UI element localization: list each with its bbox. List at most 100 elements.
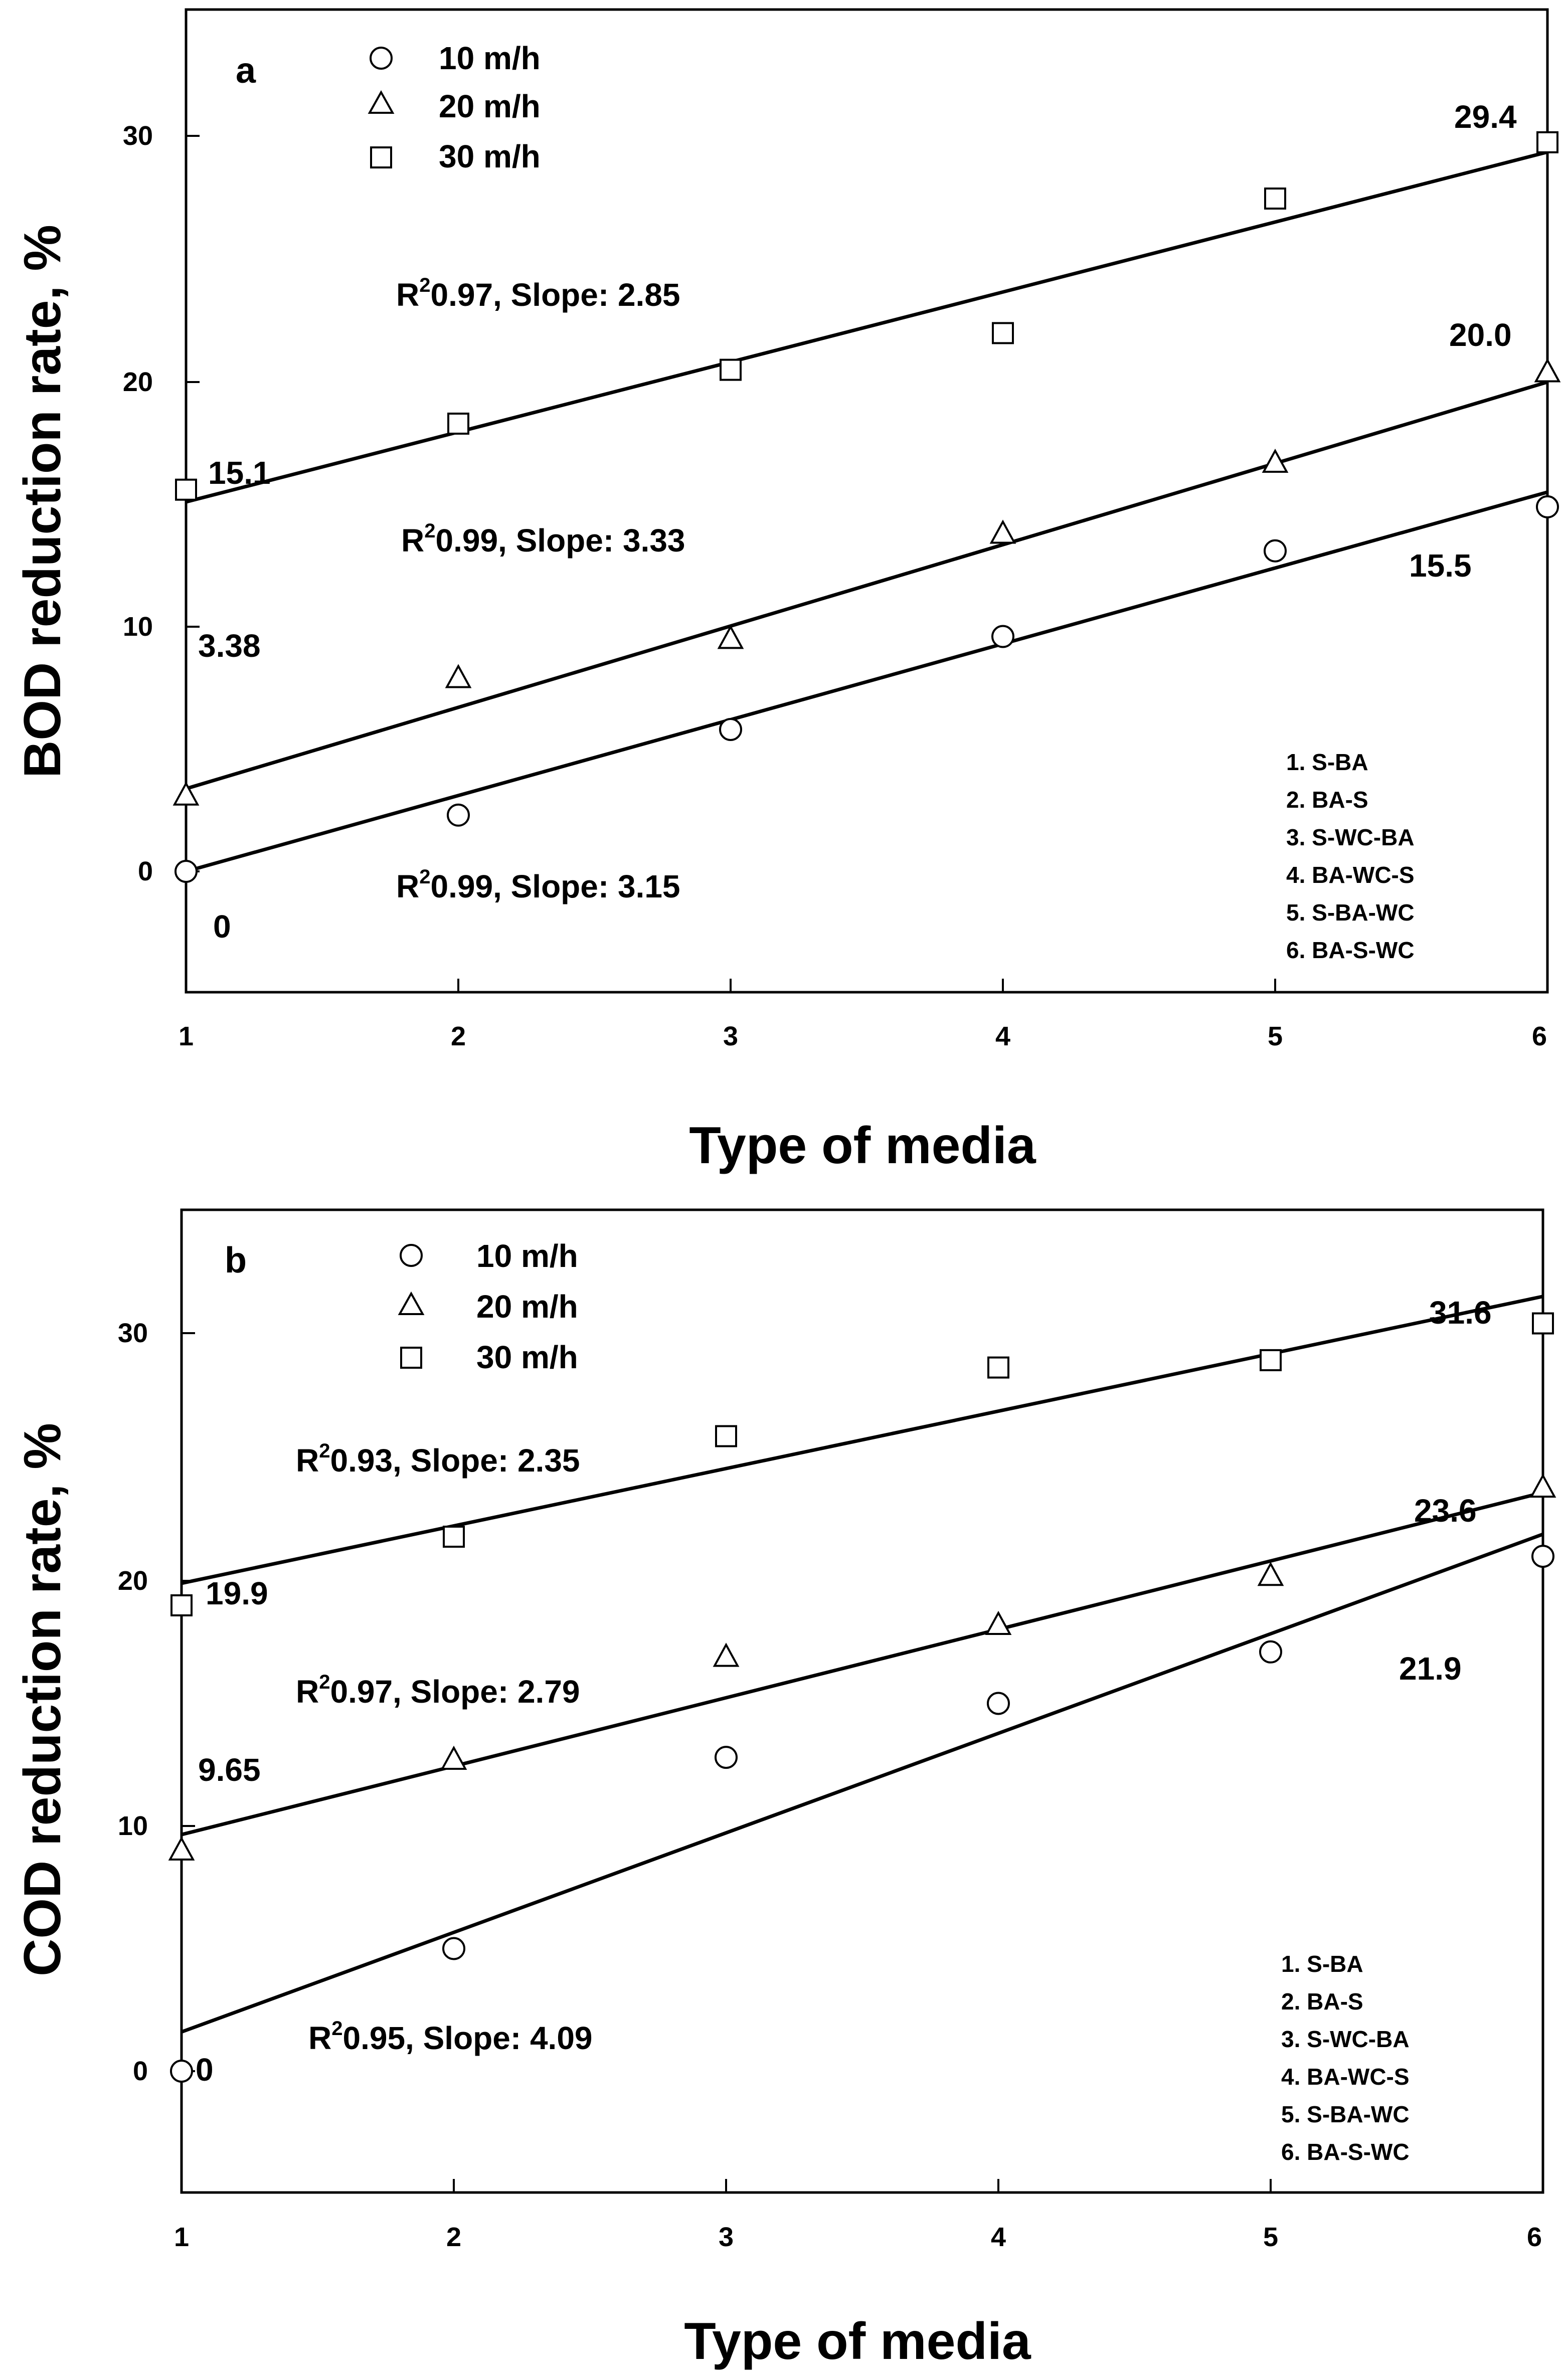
x-tick-label: 1	[179, 1021, 194, 1051]
data-point-10mh	[991, 625, 1014, 648]
annotation-end-20mh: 23.6	[1414, 1493, 1477, 1529]
fit-line-10mh	[181, 1532, 1544, 2034]
media-item: 4. BA-WC-S	[1281, 2064, 1410, 2090]
x-tick-label: 3	[723, 1021, 738, 1051]
x-tick-label: 2	[451, 1021, 466, 1051]
x-tick-label: 2	[446, 2222, 461, 2252]
data-point-10mh	[719, 717, 742, 741]
data-point-20mh	[985, 1610, 1012, 1635]
legend-label-10mh: 10 m/h	[439, 40, 541, 76]
fit-line-10mh	[186, 490, 1548, 873]
media-list-a: 1. S-BA 2. BA-S 3. S-WC-BA 4. BA-WC-S 5.…	[1286, 749, 1415, 963]
annotation-end-10mh: 15.5	[1409, 547, 1472, 584]
x-ticks-b: 1 2 3 4 5 6	[174, 2179, 1544, 2252]
data-point-10mh	[175, 860, 198, 883]
data-point-20mh	[1262, 448, 1289, 473]
y-ticks-a: 0 10 20 30	[123, 121, 200, 886]
media-item: 6. BA-S-WC	[1286, 937, 1415, 963]
data-point-20mh	[1529, 1474, 1556, 1498]
x-tick-label: 5	[1268, 1021, 1283, 1051]
data-point-10mh	[1531, 1545, 1554, 1568]
data-point-30mh	[992, 322, 1014, 344]
plot-frame-b	[180, 1208, 1544, 2194]
legend-label-20mh: 20 m/h	[476, 1289, 578, 1325]
y-tick-label: 10	[123, 612, 153, 642]
data-point-30mh	[1264, 188, 1286, 210]
x-axis-title-b: Type of media	[684, 2312, 1031, 2370]
data-point-30mh	[1536, 131, 1558, 153]
media-item: 2. BA-S	[1281, 1988, 1363, 2015]
data-point-30mh	[715, 1425, 737, 1447]
media-item: 1. S-BA	[1286, 749, 1368, 775]
annotation-intercept-30mh: 15.1	[208, 455, 271, 491]
fit-label-30mh: R20.97, Slope: 2.85	[396, 274, 680, 313]
data-point-30mh	[443, 1525, 465, 1548]
data-point-20mh	[440, 1745, 467, 1770]
legend-b: 10 m/h 20 m/h 30 m/h	[398, 1238, 578, 1375]
x-tick-label: 6	[1527, 2222, 1542, 2252]
panel-label-a: a	[236, 51, 256, 91]
legend-marker-circle	[400, 1244, 423, 1267]
data-point-10mh	[1259, 1640, 1282, 1664]
legend-label-30mh: 30 m/h	[476, 1339, 578, 1375]
fit-label-20mh: R20.97, Slope: 2.79	[296, 1671, 580, 1710]
fit-line-30mh	[186, 150, 1548, 504]
legend-marker-circle	[370, 47, 393, 70]
data-point-30mh	[1260, 1349, 1282, 1371]
fit-label-30mh: R20.93, Slope: 2.35	[296, 1440, 580, 1479]
y-tick-label: 30	[118, 1318, 148, 1348]
x-ticks-a: 1 2 3 4 5 6	[179, 979, 1548, 1051]
y-ticks-b: 0 10 20 30	[118, 1318, 195, 2086]
data-point-10mh	[987, 1692, 1010, 1715]
x-tick-label: 4	[995, 1021, 1010, 1051]
y-tick-label: 20	[118, 1566, 148, 1596]
y-tick-label: 20	[123, 367, 153, 397]
data-marks-a	[172, 131, 1561, 883]
annotation-end-30mh: 29.4	[1454, 99, 1517, 135]
media-list-b: 1. S-BA 2. BA-S 3. S-WC-BA 4. BA-WC-S 5.…	[1281, 1951, 1410, 2165]
data-point-20mh	[172, 781, 200, 806]
fit-line-20mh	[185, 380, 1548, 791]
annotation-intercept-20mh: 3.38	[198, 628, 261, 664]
x-tick-label: 3	[719, 2222, 734, 2252]
annotation-end-30mh: 31.6	[1429, 1295, 1492, 1331]
data-point-20mh	[713, 1642, 740, 1667]
media-item: 5. S-BA-WC	[1286, 899, 1415, 926]
legend-label-10mh: 10 m/h	[476, 1238, 578, 1274]
media-item: 2. BA-S	[1286, 787, 1368, 813]
data-marks-b	[168, 1295, 1556, 2083]
data-point-30mh	[987, 1356, 1009, 1379]
media-item: 4. BA-WC-S	[1286, 862, 1415, 888]
annotation-intercept-30mh: 19.9	[206, 1575, 268, 1611]
data-point-10mh	[442, 1937, 465, 1960]
media-item: 3. S-WC-BA	[1281, 2026, 1410, 2052]
media-item: 5. S-BA-WC	[1281, 2101, 1410, 2127]
fit-label-10mh: R20.95, Slope: 4.09	[308, 2018, 593, 2056]
annotation-intercept-10mh: 0	[196, 2052, 214, 2088]
legend-marker-square	[370, 146, 392, 168]
y-tick-label: 30	[123, 121, 153, 151]
data-point-30mh	[1532, 1312, 1554, 1335]
x-tick-label: 5	[1263, 2222, 1278, 2252]
annotation-intercept-10mh: 0	[213, 908, 231, 945]
legend-marker-square	[400, 1347, 422, 1369]
data-point-30mh	[720, 358, 742, 381]
panel-label-b: b	[225, 1240, 247, 1280]
annotation-end-20mh: 20.0	[1449, 317, 1512, 353]
data-point-30mh	[170, 1594, 193, 1616]
data-point-10mh	[1264, 539, 1287, 563]
data-point-10mh	[1536, 495, 1559, 518]
media-item: 1. S-BA	[1281, 1951, 1363, 1977]
x-tick-label: 4	[991, 2222, 1006, 2252]
panel-b: b 10 m/h 20 m/h 30 m/h 0 10 20 30	[14, 1208, 1556, 2370]
y-tick-label: 10	[118, 1811, 148, 1841]
legend-label-30mh: 30 m/h	[439, 138, 541, 174]
data-point-20mh	[989, 519, 1016, 544]
legend-marker-triangle	[398, 1291, 425, 1315]
legend-marker-triangle	[368, 90, 395, 114]
data-point-20mh	[445, 664, 472, 688]
annotation-end-10mh: 21.9	[1399, 1651, 1462, 1687]
data-point-30mh	[175, 478, 197, 501]
